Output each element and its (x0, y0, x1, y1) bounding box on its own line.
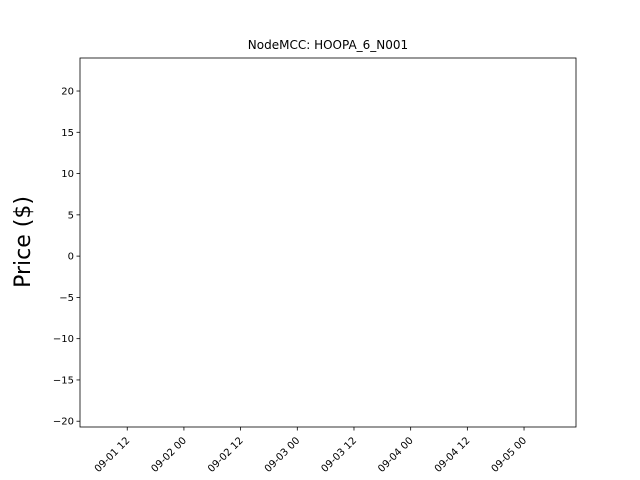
y-tick-label: 15 (61, 128, 74, 139)
x-tick-label: 09-04 00 (376, 435, 416, 475)
y-tick-label: 5 (68, 210, 74, 221)
x-tick-label: 09-02 00 (149, 435, 189, 475)
y-tick-label: −5 (59, 293, 74, 304)
plot-frame (79, 57, 577, 428)
y-tick-label: −20 (53, 417, 74, 428)
chart-title: NodeMCC: HOOPA_6_N001 (248, 38, 408, 52)
y-tick-label: 0 (68, 252, 74, 263)
x-tick-label: 09-04 12 (433, 435, 473, 475)
x-tick-label: 09-02 12 (206, 435, 246, 475)
x-tick-label: 09-03 00 (263, 435, 303, 475)
y-tick-label: 10 (61, 169, 74, 180)
y-tick-label: −15 (53, 375, 74, 386)
x-tick-label: 09-05 00 (490, 435, 530, 475)
y-axis-label: Price ($) (11, 196, 36, 288)
y-tick-label: −10 (53, 334, 74, 345)
x-tick-label: 09-01 12 (93, 435, 133, 475)
y-tick-label: 20 (61, 87, 74, 98)
x-tick-label: 09-03 12 (320, 435, 360, 475)
